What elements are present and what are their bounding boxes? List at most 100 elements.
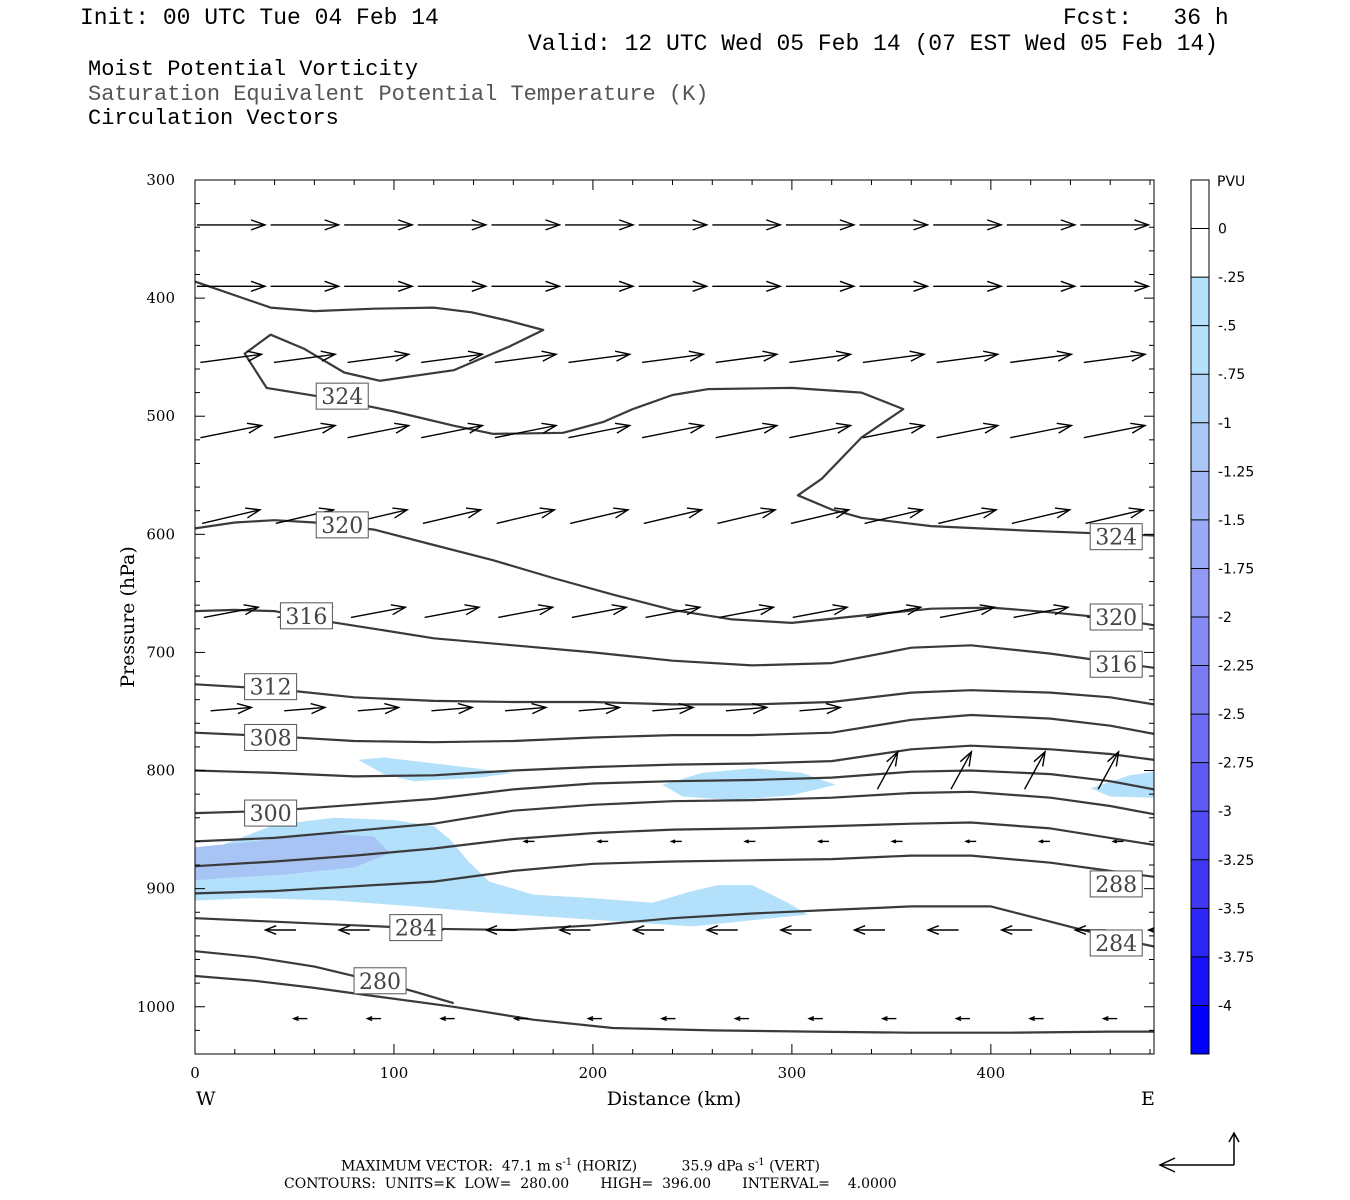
svg-text:316: 316 (285, 605, 327, 630)
contour-label: 320 (315, 511, 369, 539)
y-tick-label: 900 (146, 880, 175, 898)
contour-label: 308 (244, 723, 298, 751)
svg-text:284: 284 (395, 917, 437, 942)
colorbar-swatch (1191, 568, 1209, 618)
vector-arrow (357, 702, 401, 715)
contour-label: 316 (279, 602, 333, 630)
vector-arrow (568, 350, 632, 364)
vector-arrow (1101, 1016, 1118, 1022)
vector-arrow (964, 839, 977, 844)
contour-labels: 324 320 316 312 308 300 284 280 324 320 316 288 284 (244, 382, 1143, 995)
pv-region-4 (1090, 771, 1154, 798)
vector-arrow (950, 749, 973, 790)
contour-284 (195, 905, 1154, 948)
colorbar-label: -.5 (1218, 319, 1236, 335)
svg-text:308: 308 (250, 726, 292, 751)
vector-arrow (631, 925, 665, 935)
contour-280 (195, 950, 455, 1005)
axes: 300 400 500 600 700 800 900 1000 0 100 200 300 400 (137, 171, 1154, 1082)
vector-arrow (273, 422, 338, 439)
vector-arrow (505, 702, 548, 715)
x-tick-label: 300 (778, 1064, 807, 1082)
y-axis-label: Pressure (hPa) (117, 546, 139, 688)
vector-arrow (522, 839, 535, 844)
contour-label: 284 (1089, 929, 1143, 957)
contour-312 (195, 683, 1154, 706)
vector-arrow (785, 219, 856, 231)
vector-arrow (424, 604, 482, 619)
contour-292 (195, 821, 1154, 868)
vector-arrow (659, 1016, 676, 1022)
colorbar-label: -3.75 (1218, 950, 1254, 966)
vector-arrow (939, 604, 997, 619)
vector-arrow (862, 350, 927, 364)
colorbar-swatch (1191, 665, 1209, 715)
vector-arrow (568, 422, 632, 439)
y-tick-label: 700 (146, 643, 175, 661)
contour-label: 312 (244, 673, 298, 701)
vector-arrow (880, 1016, 897, 1022)
vector-arrow (1028, 1016, 1044, 1022)
vector-arrow (792, 604, 850, 619)
colorbar-label: 0 (1218, 222, 1227, 238)
contour-label: 324 (1089, 523, 1143, 551)
vector-arrow (1080, 280, 1151, 292)
vector-arrow (638, 280, 709, 292)
x-tick-label: 100 (380, 1064, 409, 1082)
colorbar-label: -1.75 (1218, 561, 1254, 577)
vector-arrow (715, 422, 779, 439)
vector-arrow (1006, 280, 1077, 292)
vector-arrow (859, 219, 930, 231)
vector-arrow (1177, 1017, 1191, 1021)
pv-region-3 (662, 768, 836, 801)
colorbar-label: -2.25 (1218, 659, 1254, 675)
pv-colorbar: PVU 0 -.25 -.5 -.75 -1 -1.25 -1.5 -1.75 -2 -2.25 -2… (1190, 174, 1254, 1055)
vector-arrow (778, 925, 812, 935)
colorbar-label: -3 (1218, 804, 1232, 820)
vector-arrow (712, 219, 783, 231)
vector-arrow (1146, 927, 1154, 933)
vector-arrow (864, 507, 925, 525)
vector-arrow (365, 1016, 382, 1022)
x-axis-label: Distance (km) (607, 1088, 742, 1110)
vector-arrow (789, 422, 853, 439)
vector-arrow (938, 507, 999, 525)
vector-arrow (284, 702, 328, 715)
vector-arrow (197, 280, 268, 292)
vector-arrow (1083, 422, 1148, 439)
vector-arrow (417, 280, 488, 292)
vector-arrow (422, 507, 483, 525)
colorbar-swatch (1191, 519, 1209, 569)
vector-arrow (954, 1016, 970, 1022)
contour-296 (195, 790, 1154, 843)
contour-label: 284 (389, 914, 443, 942)
vector-arrow (1013, 604, 1071, 619)
colorbar-label: -2.5 (1218, 707, 1245, 723)
contour-308 (195, 713, 1154, 744)
vector-arrow (743, 839, 756, 844)
reference-vector-icon (1158, 1131, 1240, 1173)
colorbar-label: -1 (1218, 416, 1232, 432)
contour-276 (195, 974, 1154, 1034)
vector-arrow (417, 219, 488, 231)
vector-arrow (712, 280, 783, 292)
vector-arrow (999, 925, 1033, 935)
colorbar-unit: PVU (1217, 174, 1245, 190)
vector-arrow (933, 280, 1004, 292)
vector-arrow (494, 350, 559, 364)
vector-arrow (491, 280, 562, 292)
vector-arrow (197, 219, 268, 231)
vector-arrow (565, 219, 636, 231)
vector-arrow (789, 350, 853, 364)
vector-arrow (201, 507, 262, 525)
svg-text:324: 324 (321, 385, 363, 410)
vector-arrow (565, 280, 636, 292)
vector-arrow (1083, 350, 1148, 364)
y-tick-label: 600 (146, 525, 175, 543)
contour-316 (195, 608, 1154, 669)
contours-info-text: CONTOURS: UNITS=K LOW= 280.00 HIGH= 396.… (284, 1176, 897, 1192)
vector-arrow (344, 219, 415, 231)
title-theta-es: Saturation Equivalent Potential Temperat… (88, 82, 709, 107)
colorbar-swatch (1191, 859, 1209, 909)
vector-arrow (705, 925, 738, 935)
